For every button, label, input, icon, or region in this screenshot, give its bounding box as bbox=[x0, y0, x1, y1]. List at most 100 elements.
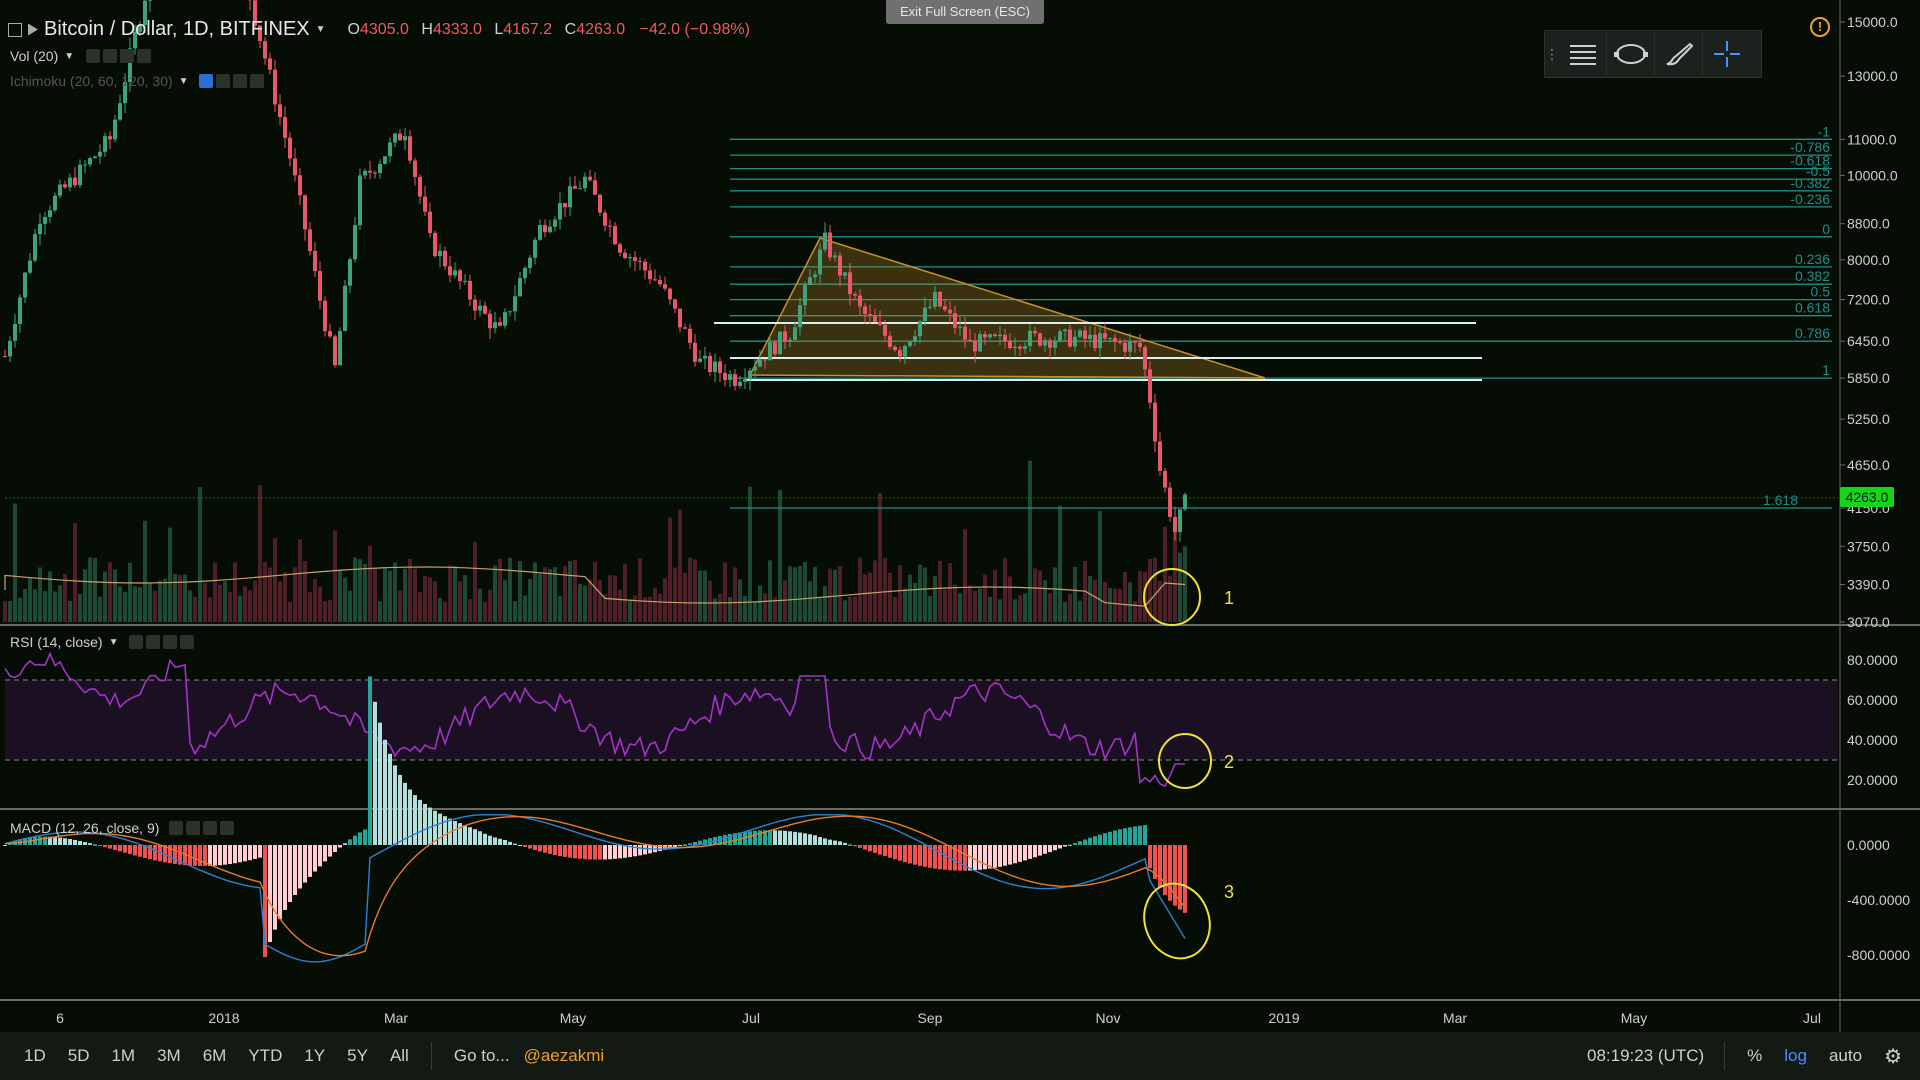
settings-icon[interactable] bbox=[103, 49, 118, 63]
more-icon[interactable] bbox=[162, 635, 177, 649]
chart-canvas[interactable]: 15000.0 13000.0 11000.0 10000.0 8800.0 8000.0… bbox=[0, 0, 1920, 1032]
volume-bar bbox=[213, 562, 217, 622]
close-icon[interactable] bbox=[220, 821, 235, 835]
settings-icon[interactable] bbox=[186, 821, 201, 835]
time-axis-label: Mar bbox=[384, 1010, 408, 1026]
volume-bar bbox=[838, 566, 842, 622]
volume-bar bbox=[603, 594, 607, 622]
volume-bar bbox=[778, 490, 782, 622]
volume-bar bbox=[638, 558, 642, 622]
timeframe-6m[interactable]: 6M bbox=[202, 1046, 227, 1065]
volume-bar bbox=[1093, 579, 1097, 622]
settings-icon[interactable] bbox=[215, 74, 230, 88]
crosshair-icon[interactable] bbox=[1703, 31, 1751, 77]
candle-body bbox=[743, 379, 747, 382]
macd-histogram-bar bbox=[733, 833, 737, 845]
volume-bar bbox=[1098, 511, 1102, 622]
time-axis-label: Mar bbox=[1443, 1010, 1467, 1026]
close-icon[interactable] bbox=[249, 74, 264, 88]
rsi-axis-label: 20.0000 bbox=[1847, 772, 1898, 788]
volume-bar bbox=[998, 599, 1002, 622]
volume-bar bbox=[1133, 601, 1137, 622]
volume-bar bbox=[393, 562, 397, 622]
log-scale-button[interactable]: log bbox=[1784, 1046, 1807, 1065]
chevron-down-icon[interactable]: ▼ bbox=[64, 50, 75, 62]
volume-bar bbox=[443, 601, 447, 622]
chevron-down-icon[interactable]: ▼ bbox=[315, 24, 326, 35]
symbol-title[interactable]: Bitcoin / Dollar, 1D, BITFINEX bbox=[44, 18, 310, 40]
ellipse-tool-icon[interactable] bbox=[1607, 31, 1655, 77]
gear-icon[interactable]: ⚙ bbox=[1884, 1045, 1902, 1068]
volume-bar bbox=[348, 590, 352, 622]
volume-bar bbox=[523, 595, 527, 622]
time-axis-label: 6 bbox=[56, 1010, 64, 1026]
volume-legend[interactable]: Vol (20) ▼ bbox=[10, 48, 152, 64]
candle-body bbox=[983, 334, 987, 338]
volume-bar bbox=[483, 601, 487, 622]
macd-histogram-bar bbox=[323, 845, 327, 862]
percent-scale-button[interactable]: % bbox=[1747, 1046, 1763, 1065]
volume-bar bbox=[673, 567, 677, 622]
candle-body bbox=[588, 176, 592, 181]
candle-body bbox=[928, 306, 932, 308]
symbol-legend[interactable]: Bitcoin / Dollar, 1D, BITFINEX ▼ O4305.0… bbox=[8, 18, 750, 41]
ichimoku-legend[interactable]: Ichimoku (20, 60, 120, 30) ▼ bbox=[10, 73, 264, 89]
more-icon[interactable] bbox=[120, 49, 135, 63]
timeframe-1m[interactable]: 1M bbox=[111, 1046, 136, 1065]
macd-histogram-bar bbox=[438, 813, 442, 845]
candle-body bbox=[748, 370, 752, 380]
rsi-legend[interactable]: RSI (14, close) ▼ bbox=[10, 634, 194, 650]
chevron-down-icon[interactable]: ▼ bbox=[178, 75, 189, 87]
candle-body bbox=[658, 280, 662, 285]
macd-legend[interactable]: MACD (12, 26, close, 9) bbox=[10, 820, 235, 836]
candle-body bbox=[1003, 334, 1007, 342]
candle-body bbox=[348, 259, 352, 286]
settings-icon[interactable] bbox=[145, 635, 160, 649]
timeframe-1d[interactable]: 1D bbox=[24, 1046, 46, 1065]
horizontal-lines-icon[interactable] bbox=[1559, 31, 1607, 77]
macd-histogram-bar bbox=[248, 845, 252, 861]
more-icon[interactable] bbox=[232, 74, 247, 88]
candle-body bbox=[683, 327, 687, 329]
volume-bar bbox=[193, 596, 197, 622]
timeframe-ytd[interactable]: YTD bbox=[248, 1046, 283, 1065]
macd-histogram-bar bbox=[918, 845, 922, 866]
macd-histogram-bar bbox=[53, 837, 57, 845]
candle-body bbox=[553, 219, 557, 227]
candle-body bbox=[853, 294, 857, 296]
exit-full-screen-button[interactable]: Exit Full Screen (ESC) bbox=[886, 0, 1044, 24]
candle-body bbox=[558, 203, 562, 220]
chevron-down-icon[interactable]: ▼ bbox=[108, 636, 119, 648]
close-icon[interactable] bbox=[137, 49, 152, 63]
timeframe-all[interactable]: All bbox=[389, 1046, 409, 1065]
eye-icon[interactable] bbox=[128, 635, 143, 649]
close-icon[interactable] bbox=[179, 635, 194, 649]
goto-button[interactable]: Go to... bbox=[453, 1046, 510, 1065]
collapse-icon[interactable] bbox=[8, 22, 22, 37]
timeframe-1y[interactable]: 1Y bbox=[304, 1046, 326, 1065]
auto-scale-button[interactable]: auto bbox=[1828, 1046, 1863, 1065]
candle-body bbox=[1118, 341, 1122, 343]
eye-icon[interactable] bbox=[86, 49, 101, 63]
timeframe-5d[interactable]: 5D bbox=[67, 1046, 90, 1065]
grip-icon[interactable]: ⋮ bbox=[1545, 45, 1559, 62]
timeframe-5y[interactable]: 5Y bbox=[347, 1046, 368, 1065]
timeframe-3m[interactable]: 3M bbox=[157, 1046, 181, 1065]
macd-histogram-bar bbox=[103, 845, 107, 848]
more-icon[interactable] bbox=[203, 821, 218, 835]
candle-body bbox=[1023, 346, 1027, 349]
volume-bar bbox=[1113, 588, 1117, 622]
volume-bar bbox=[133, 586, 137, 622]
eye-icon[interactable] bbox=[198, 74, 213, 88]
candle-body bbox=[448, 266, 452, 276]
candle-body bbox=[278, 104, 282, 118]
candle-body bbox=[728, 374, 732, 380]
exclamation-icon[interactable]: ! bbox=[1810, 17, 1830, 37]
eye-icon[interactable] bbox=[169, 821, 184, 835]
rsi-legend-label: RSI (14, close) bbox=[10, 634, 103, 650]
utc-clock[interactable]: 08:19:23 (UTC) bbox=[1586, 1046, 1705, 1065]
volume-bar bbox=[1013, 599, 1017, 622]
brush-icon[interactable] bbox=[1655, 31, 1703, 77]
macd-histogram-bar bbox=[658, 845, 662, 852]
volume-bar bbox=[458, 581, 462, 622]
